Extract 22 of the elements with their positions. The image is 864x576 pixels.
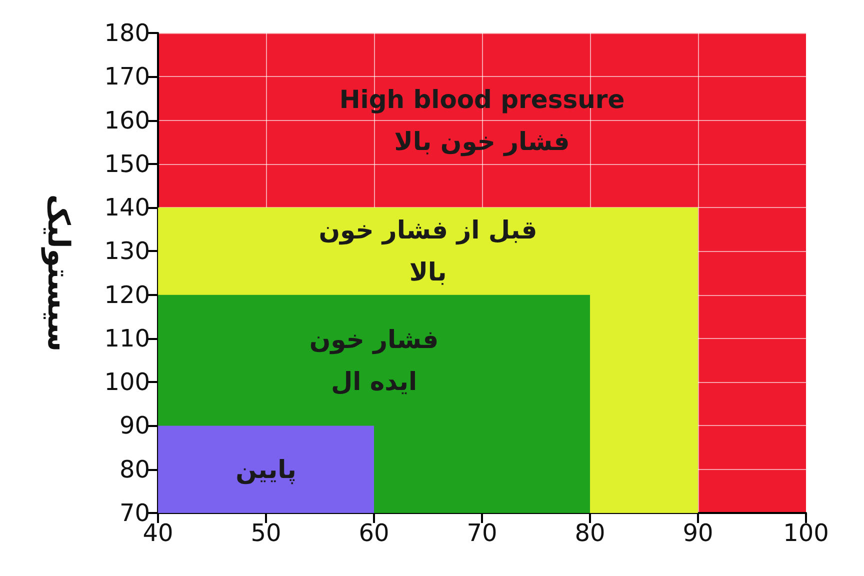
- x-tick-label: 90: [682, 519, 714, 547]
- y-tick-label: 130: [104, 237, 150, 266]
- series-label: پایین: [236, 454, 296, 485]
- series-label: فشار خون ایده ال: [309, 324, 439, 396]
- y-tick-label: 100: [104, 368, 150, 396]
- y-axis-title: سیستولیک: [40, 194, 76, 352]
- x-tick-label: 50: [250, 519, 282, 547]
- y-tick-label: 180: [104, 19, 150, 47]
- y-tick-label: 80: [119, 455, 150, 484]
- x-tick-label: 80: [574, 519, 606, 547]
- y-tick-label: 140: [104, 194, 150, 222]
- y-tick-label: 150: [104, 150, 150, 178]
- series-label: قبل از فشار خون بالا: [318, 216, 538, 287]
- y-tick-label: 110: [104, 324, 150, 352]
- y-tick-label: 170: [104, 62, 150, 91]
- y-tick-label: 70: [119, 499, 150, 527]
- y-tick-label: 160: [104, 106, 150, 134]
- x-tick-label: 100: [783, 519, 829, 547]
- y-tick-label: 90: [119, 412, 150, 440]
- y-tick-label: 120: [104, 280, 150, 309]
- x-tick-label: 60: [358, 519, 390, 547]
- x-tick-label: 70: [466, 519, 498, 547]
